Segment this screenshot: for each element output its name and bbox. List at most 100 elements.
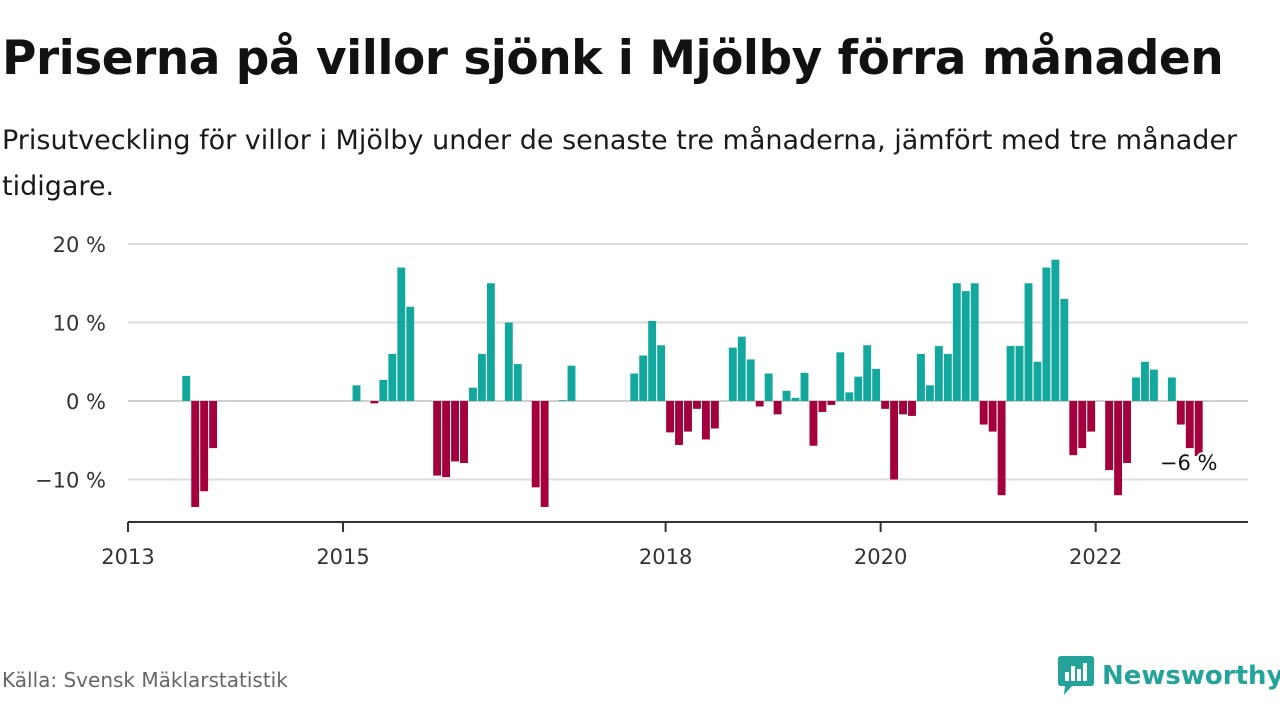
bar [1087,401,1096,432]
bar [531,401,540,488]
bar [997,401,1006,496]
bar [791,397,800,401]
bar [1176,401,1185,425]
bar [908,401,916,416]
x-tick-label: 2018 [639,545,692,569]
y-tick-label: 0 % [66,390,106,414]
bars [182,259,1203,507]
bar [1078,401,1087,449]
bar [881,401,890,409]
y-tick-label: 20 % [53,233,106,257]
bar [1060,298,1069,401]
bar [191,401,200,507]
bar [800,372,809,401]
bar [567,365,576,401]
bar [827,401,836,405]
bar [737,336,746,401]
bar [1185,401,1194,449]
bar [836,352,845,401]
last-value-label: −6 % [1160,451,1218,475]
chart-subtitle: Prisutveckling för villor i Mjölby under… [2,125,1238,202]
bar [648,320,657,401]
bar [469,387,477,401]
bar [675,401,683,445]
bar [845,392,854,401]
bar [540,401,549,507]
bar [943,353,952,401]
bar [1033,361,1042,401]
bar [1051,259,1060,401]
bar [388,353,397,401]
bar [782,390,791,401]
bar [934,346,943,401]
newsworthy-logo[interactable]: Newsworthy [1058,654,1280,698]
x-tick-label: 2015 [316,545,369,569]
bar [630,373,639,401]
bar [558,400,567,402]
bar [970,283,979,401]
bar [764,373,773,401]
bar [693,401,701,409]
bar [1114,401,1123,496]
bar [182,375,191,401]
bar [979,401,988,425]
bar [1006,346,1015,401]
bar [433,401,442,476]
bar [504,322,513,401]
y-tick-label: −10 % [35,469,106,493]
source-note: Källa: Svensk Mäklarstatistik [2,668,288,692]
bar [1141,361,1149,401]
bar [397,267,406,401]
bar [200,401,209,492]
bar [1132,377,1140,401]
brand-name: Newsworthy [1102,661,1280,691]
bar [890,401,899,480]
bar-chart: 20 % 10 % 0 % −10 % 2013 2015 2018 2020 2022 −6… [35,233,1248,569]
bar [701,401,710,440]
bar [1105,401,1114,471]
bar [666,401,675,433]
x-tick-label: 2020 [854,545,907,569]
bar [872,368,881,401]
annotations: −6 % [1158,449,1220,477]
bar [917,353,925,401]
bar [379,379,388,402]
x-tick-label: 2013 [101,545,154,569]
y-tick-label: 10 % [53,312,106,336]
chart-title: Priserna på villor sjönk i Mjölby förra … [2,31,1224,86]
bar [1149,369,1158,401]
bar [513,364,522,401]
bar [952,283,961,401]
bar [477,353,486,401]
bar [988,401,997,432]
bar [1024,283,1033,401]
bar [925,385,934,401]
bar [486,283,495,401]
bar [961,291,970,401]
bar [755,401,764,407]
bar [746,359,755,401]
bar [1194,401,1203,456]
bar [406,306,415,401]
bar [854,376,863,401]
bar [657,345,666,401]
bar [1069,401,1078,456]
newsworthy-logo-icon [1058,656,1094,695]
bar [209,401,218,449]
bar [863,345,872,401]
bar [773,401,782,415]
bar [451,401,459,462]
y-axis-labels: 20 % 10 % 0 % −10 % [35,233,106,493]
bar [442,401,451,478]
bar [1123,401,1131,464]
bar [460,401,468,464]
bar [370,401,379,404]
bar [1015,346,1024,401]
x-axis: 2013 2015 2018 2020 2022 [101,521,1248,569]
bar [352,385,361,401]
bar [728,347,737,401]
bar [1042,267,1051,401]
bar [809,401,818,446]
bar [818,401,827,412]
x-tick-label: 2022 [1069,545,1122,569]
